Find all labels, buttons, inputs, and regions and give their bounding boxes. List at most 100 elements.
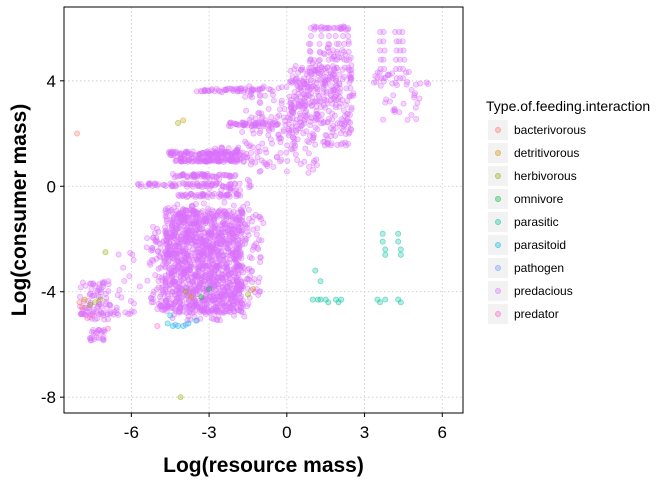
data-point [257,254,264,261]
data-point [175,120,181,126]
data-point [224,240,231,247]
data-point [121,278,128,284]
data-point [256,98,263,105]
data-point [382,246,389,253]
data-point [211,190,218,197]
data-point [182,321,189,328]
data-point [292,123,299,130]
data-point [241,313,248,320]
data-point [103,295,110,302]
data-point [235,282,241,289]
data-point [272,119,279,126]
data-point [126,273,133,280]
data-point [284,157,291,164]
data-point [188,181,195,188]
data-point [291,89,298,96]
legend-marker [495,242,501,248]
data-point [385,71,392,78]
data-point [130,257,137,263]
data-point [254,225,261,232]
data-point [177,239,184,246]
data-point [270,97,277,104]
data-point [291,139,298,146]
data-point [211,306,218,313]
data-point [165,269,172,276]
data-point [332,33,339,39]
data-point [262,161,269,168]
data-point [206,286,213,293]
data-point [340,48,347,55]
data-point [226,275,233,282]
data-point [149,256,155,263]
data-point [254,149,261,155]
legend-label: parasitoid [514,238,566,252]
data-point [86,301,93,308]
data-point [158,291,165,298]
data-point [249,218,256,225]
data-point [341,56,348,63]
data-point [227,212,234,219]
data-point [102,249,109,256]
data-point [286,127,293,134]
data-point [195,264,202,271]
data-point [318,64,325,71]
data-point [143,244,150,251]
data-point [400,75,406,82]
x-tick-label: -6 [124,423,139,442]
data-point [184,251,190,258]
data-point [298,77,305,84]
data-point [195,210,202,217]
data-point [164,320,171,327]
data-point [301,158,308,165]
data-point [210,246,217,253]
data-point [179,271,186,278]
data-point [232,270,239,276]
data-point [236,213,243,220]
data-point [116,287,123,293]
data-point [238,227,245,234]
legend-marker [495,265,501,271]
x-tick-label: 0 [282,423,291,442]
data-point [179,171,186,178]
data-point [162,303,169,310]
data-point [225,145,232,152]
data-point [257,167,264,174]
data-point [177,394,184,401]
data-point [81,296,88,303]
data-point [326,33,332,39]
data-point [256,237,262,243]
data-point [198,279,205,286]
data-point [120,264,127,271]
data-point [299,64,306,71]
data-point [182,288,189,295]
data-point [325,40,332,47]
data-point [74,130,80,137]
data-point [205,205,212,212]
data-point [127,310,134,317]
data-point [248,268,255,275]
data-point [317,278,324,285]
legend-label: pathogen [514,261,564,275]
data-point [345,33,352,39]
data-point [328,92,335,99]
data-point [113,307,120,314]
data-point [187,267,193,273]
data-point [190,158,197,165]
legend-label: predator [514,307,559,321]
data-point [221,171,228,178]
data-point [213,255,220,262]
data-point [201,249,208,256]
data-point [309,296,316,303]
data-point [397,246,404,253]
data-point [333,64,340,71]
data-point [302,145,309,152]
legend-item-predator: predator [488,304,559,324]
data-point [180,117,187,124]
data-point [198,158,205,165]
data-point [231,293,238,300]
data-point [306,132,313,139]
data-point [208,151,215,158]
data-point [336,103,343,110]
data-point [146,180,152,187]
